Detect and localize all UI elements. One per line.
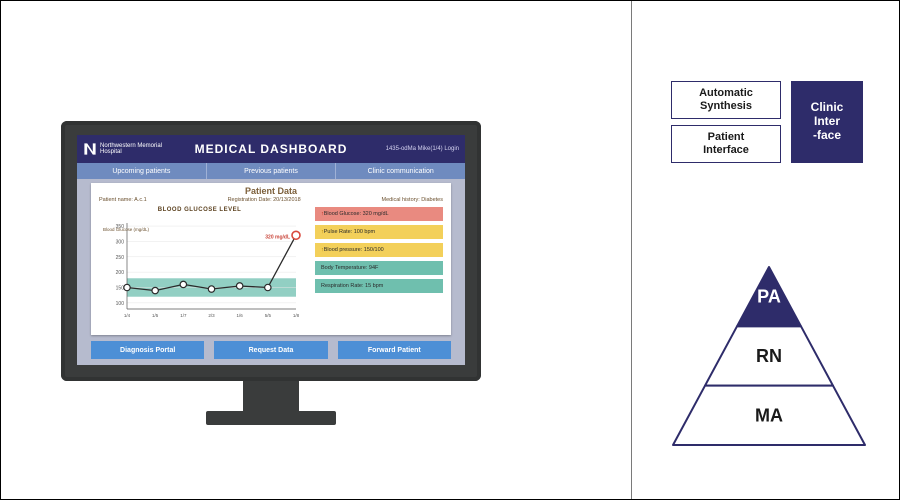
svg-text:Blood Glucose (mg/dL): Blood Glucose (mg/dL) — [103, 227, 150, 232]
svg-text:320 mg/dL: 320 mg/dL — [265, 234, 290, 240]
card-meta: Patient name: A.c.1 Registration Date: 2… — [91, 196, 451, 203]
forward-patient-button[interactable]: Forward Patient — [338, 341, 451, 359]
svg-text:200: 200 — [116, 270, 125, 276]
svg-text:1/8: 1/8 — [293, 313, 300, 318]
svg-text:1/7: 1/7 — [180, 313, 187, 318]
tab-clinic-communication[interactable]: Clinic communication — [336, 163, 465, 179]
dashboard-title: MEDICAL DASHBOARD — [187, 142, 355, 156]
history-item: ↑ Blood Glucose: 320 mg/dL — [315, 207, 443, 221]
svg-text:PA: PA — [757, 287, 781, 307]
svg-text:150: 150 — [116, 286, 125, 292]
box-clinic-interface: Clinic Inter -face — [791, 81, 863, 163]
svg-text:MA: MA — [755, 405, 783, 425]
hospital-logo-text: Northwestern Memorial Hospital — [100, 143, 162, 155]
svg-text:2/3: 2/3 — [208, 313, 215, 318]
glucose-chart: BLOOD GLUCOSE LEVEL 100150200250300350Bl… — [97, 207, 302, 331]
dashboard-header: Northwestern Memorial Hospital MEDICAL D… — [77, 135, 465, 163]
history-item: Body Temperature: 94F — [315, 261, 443, 275]
nm-logo-icon — [83, 142, 97, 156]
meta-history: Medical history: Diabetes — [382, 197, 443, 203]
vertical-divider — [631, 1, 632, 499]
history-item: ↑ Pulse Rate: 100 bpm — [315, 225, 443, 239]
role-pyramid-svg: PA RN MA — [669, 261, 869, 451]
chart-label: BLOOD GLUCOSE LEVEL — [97, 207, 302, 215]
dashboard-tabs: Upcoming patientsPrevious patientsClinic… — [77, 163, 465, 179]
monitor-bezel: Northwestern Memorial Hospital MEDICAL D… — [61, 121, 481, 381]
svg-text:5/5: 5/5 — [265, 313, 272, 318]
history-column: ↑ Blood Glucose: 320 mg/dL ↑ Pulse Rate: … — [315, 207, 443, 293]
monitor-stand — [243, 381, 299, 411]
hospital-logo: Northwestern Memorial Hospital — [77, 142, 187, 156]
monitor: Northwestern Memorial Hospital MEDICAL D… — [61, 121, 481, 425]
box-patient-interface: Patient Interface — [671, 125, 781, 163]
history-item: ↑ Blood pressure: 150/100 — [315, 243, 443, 257]
card-title: Patient Data — [91, 183, 451, 196]
svg-text:1/5: 1/5 — [152, 313, 159, 318]
action-row: Diagnosis Portal Request Data Forward Pati… — [91, 341, 451, 359]
diagnosis-portal-button[interactable]: Diagnosis Portal — [91, 341, 204, 359]
glucose-chart-svg: 100150200250300350Blood Glucose (mg/dL)1… — [97, 215, 302, 329]
meta-registration: Registration Date: 20/13/2018 — [228, 197, 301, 203]
module-boxes: Automatic Synthesis Patient Interface Cl… — [671, 81, 866, 163]
dashboard-screen: Northwestern Memorial Hospital MEDICAL D… — [77, 135, 465, 365]
svg-text:RN: RN — [756, 346, 782, 366]
meta-patient-name: Patient name: A.c.1 — [99, 197, 147, 203]
role-pyramid: PA RN MA — [669, 261, 869, 451]
svg-text:1/4: 1/4 — [124, 313, 131, 318]
box-automatic-synthesis: Automatic Synthesis — [671, 81, 781, 119]
svg-text:100: 100 — [116, 301, 125, 307]
monitor-base — [206, 411, 336, 425]
dashboard-user: 1435-odMa Mike(1/4) Login — [355, 146, 465, 152]
patient-data-card: Patient Data Patient name: A.c.1 Registr… — [91, 183, 451, 335]
tab-previous-patients[interactable]: Previous patients — [207, 163, 337, 179]
svg-text:250: 250 — [116, 255, 125, 261]
tab-upcoming-patients[interactable]: Upcoming patients — [77, 163, 207, 179]
svg-text:1/6: 1/6 — [237, 313, 244, 318]
request-data-button[interactable]: Request Data — [214, 341, 327, 359]
svg-text:300: 300 — [116, 239, 125, 245]
history-item: Respiration Rate: 15 bpm — [315, 279, 443, 293]
